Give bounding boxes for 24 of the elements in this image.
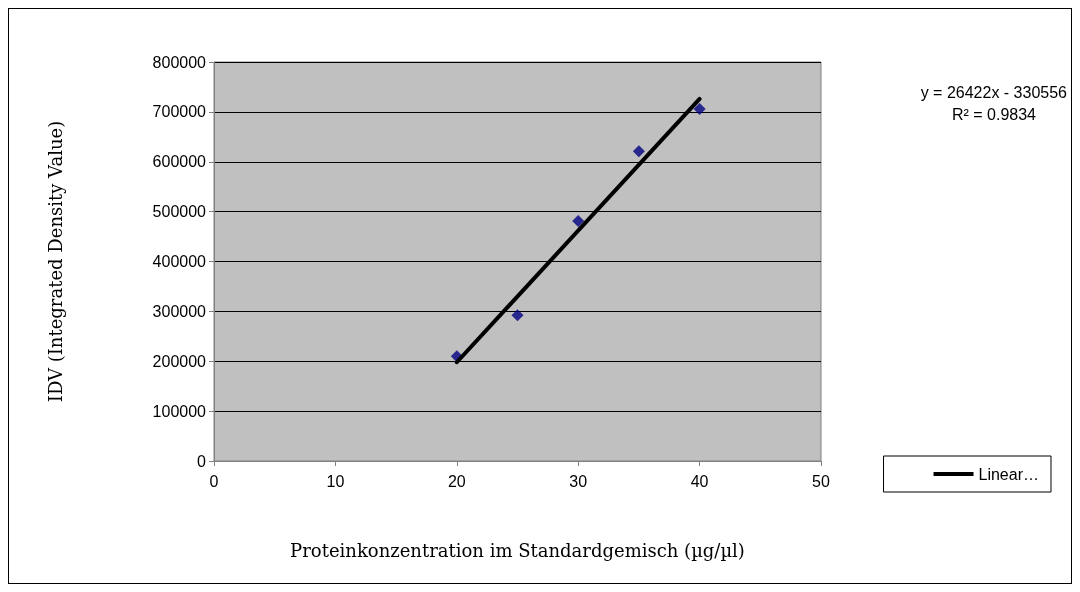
y-tick-label: 300000 [152, 302, 207, 320]
y-tick-label: 600000 [152, 153, 207, 171]
x-tick-label: 50 [812, 472, 830, 490]
y-tick-label: 0 [197, 452, 207, 470]
x-tick-label: 20 [447, 472, 466, 490]
y-tick-label: 400000 [152, 253, 207, 270]
y-tick-label: 100000 [152, 402, 207, 420]
x-tick-label: 0 [209, 472, 219, 490]
point [632, 145, 645, 158]
x-tick-label: 10 [326, 472, 345, 490]
y-tick-label: 800000 [152, 53, 207, 71]
text: R² = 0.9834 [951, 105, 1037, 123]
y-tick-label: 200000 [152, 352, 207, 370]
point [572, 215, 585, 228]
x-tick-label: 30 [569, 472, 588, 490]
point [511, 309, 524, 322]
x-axis-title: Proteinkonzentration im Standardgemisch (µg/µl) [290, 539, 745, 561]
y-axis-title: IDV (Integrated Density Value) [44, 120, 66, 403]
point [693, 102, 706, 115]
legend-label: Linear… [978, 465, 1040, 483]
text: y = 26422x - 330556 [920, 83, 1068, 101]
x-tick-label: 40 [690, 472, 709, 490]
y-tick-label: 500000 [152, 203, 207, 221]
y-tick-label: 700000 [152, 103, 207, 121]
